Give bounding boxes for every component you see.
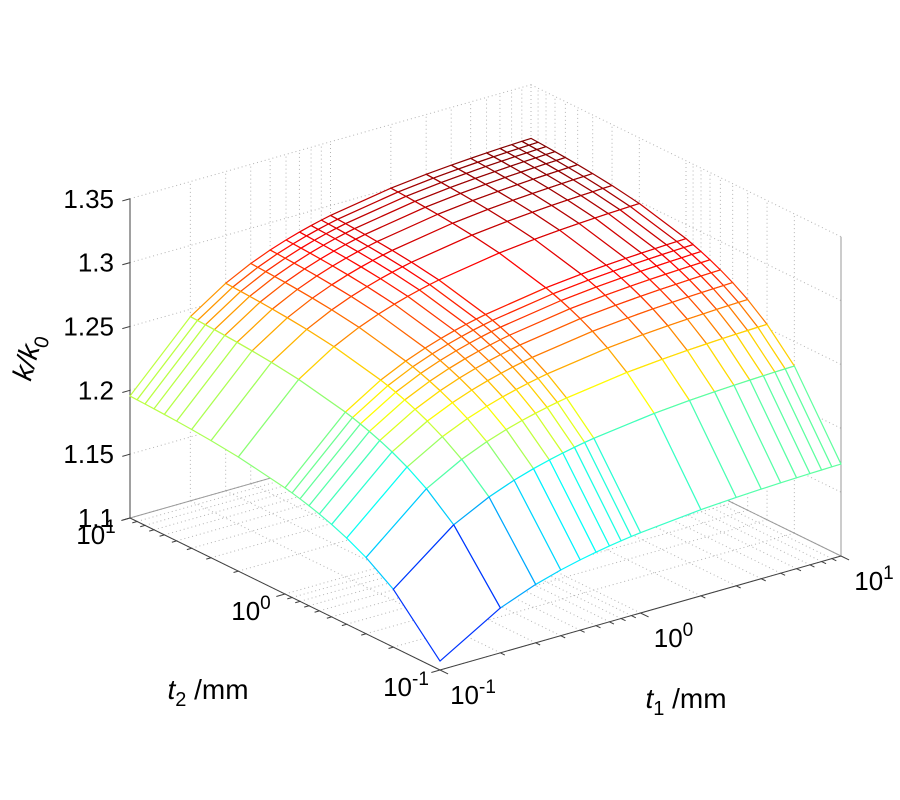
z-tick-label: 1.1 bbox=[78, 503, 114, 533]
tick-marks bbox=[121, 198, 850, 675]
mesh-surface bbox=[129, 137, 842, 662]
z-tick-label: 1.25 bbox=[63, 311, 114, 341]
x-tick-label: 101 bbox=[854, 563, 894, 596]
z-tick-label: 1.35 bbox=[63, 184, 114, 214]
z-tick-label: 1.15 bbox=[63, 439, 114, 469]
y-axis-variable: t bbox=[167, 674, 176, 705]
x-axis-title: t1 /mm bbox=[645, 683, 727, 719]
x-tick-label: 100 bbox=[654, 620, 694, 653]
x-tick-label: 10-1 bbox=[450, 677, 496, 710]
y-axis-subscript: 2 bbox=[175, 689, 187, 711]
x-axis-subscript: 1 bbox=[653, 698, 665, 720]
z-tick-label: 1.2 bbox=[78, 375, 114, 405]
y-axis-unit: /mm bbox=[186, 674, 249, 705]
y-axis-title: t2 /mm bbox=[167, 674, 249, 710]
x-axis-unit: /mm bbox=[664, 683, 727, 714]
x-axis-variable: t bbox=[645, 683, 654, 714]
y-tick-label: 100 bbox=[231, 593, 271, 626]
tick-labels: 10-110010110-11001011.11.151.21.251.31.3… bbox=[63, 184, 893, 710]
z-tick-label: 1.3 bbox=[78, 248, 114, 278]
y-tick-label: 10-1 bbox=[383, 669, 429, 702]
mesh-quad bbox=[392, 524, 501, 662]
y-tick-label: 101 bbox=[76, 517, 116, 550]
